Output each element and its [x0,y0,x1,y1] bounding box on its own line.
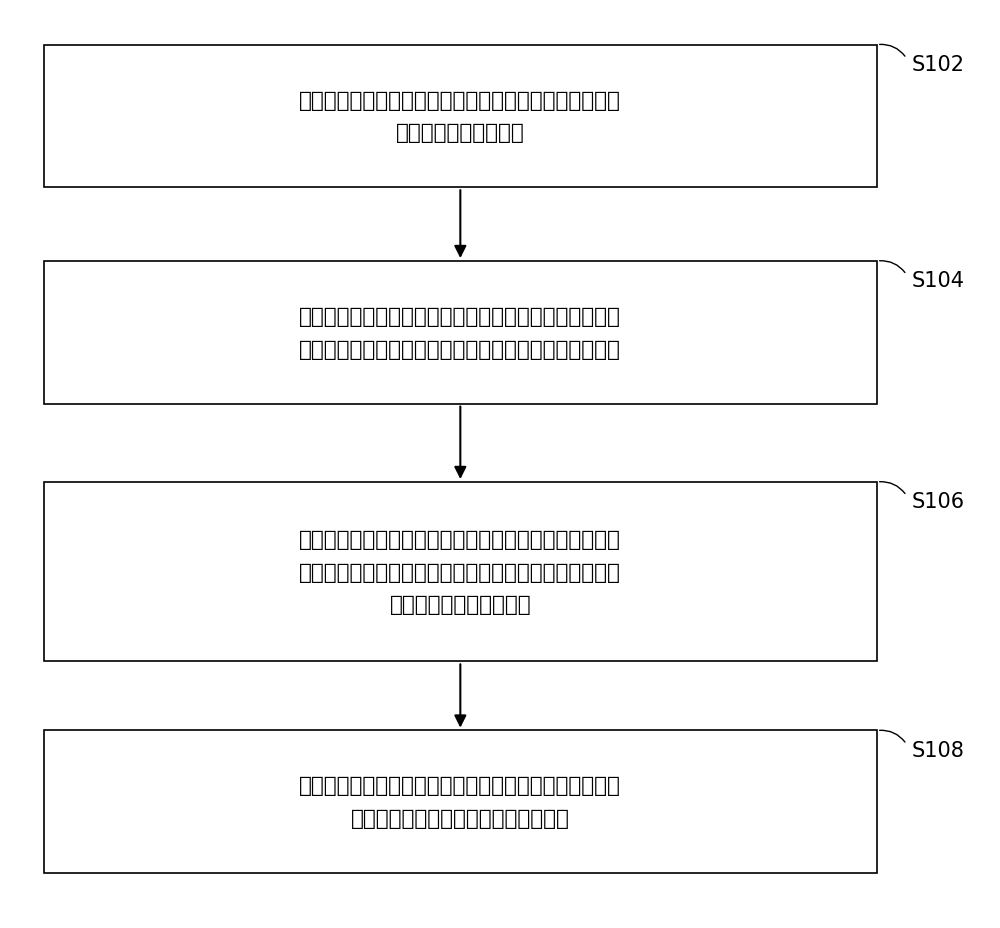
Bar [44,730,877,873]
Text: 根据所述关键检索要素进行专利数据检索，获得目标专利
数据集合，所述目标专利数据集合包括至少一条专利数据: 根据所述关键检索要素进行专利数据检索，获得目标专利 数据集合，所述目标专利数据集… [299,306,621,359]
Text: 导出目标专利数据集合列表，所述目标专利数据集合列表
包括进行了关联标记的组成部分的内容: 导出目标专利数据集合列表，所述目标专利数据集合列表 包括进行了关联标记的组成部分… [299,776,621,829]
Text: S108: S108 [912,740,964,760]
Bar [44,262,877,405]
Text: S102: S102 [912,55,965,75]
Bar [44,483,877,662]
Text: 按照预设的关键检索要素确定规则确定用户录入的待检索
信息中的关键检索要素: 按照预设的关键检索要素确定规则确定用户录入的待检索 信息中的关键检索要素 [299,90,621,143]
Text: S106: S106 [912,492,965,511]
Text: S104: S104 [912,271,965,290]
Bar [44,45,877,188]
Text: 确定每一条所述专利数据中与所述关键检索要素具有关联
关系的组成部分，并对与所述关键检索要素具有关联关系
的组成部分进行关联标记: 确定每一条所述专利数据中与所述关键检索要素具有关联 关系的组成部分，并对与所述关… [299,529,621,615]
